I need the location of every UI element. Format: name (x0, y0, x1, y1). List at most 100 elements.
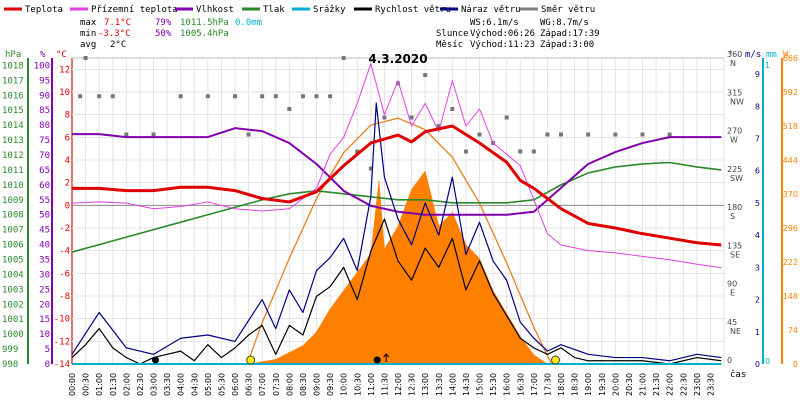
time-tick-label: 08:00 (285, 373, 294, 396)
pct-tick-label: 25 (39, 285, 50, 295)
legend-item-teplota: Teplota (4, 5, 63, 15)
c-tick-label: 4 (65, 156, 70, 166)
series-pressure (71, 161, 722, 253)
w-ticks: 0 74 148 222 296 370 444 518 592 666 (783, 54, 798, 369)
stats-max-temp: 7.1°C (104, 18, 131, 28)
info-wg: WG:8.7m/s (540, 18, 589, 28)
mm-ticks: 01 (765, 61, 770, 366)
time-tick-label: 00:00 (68, 373, 77, 396)
pct-ticks: 0 5 10 15 20 25 30 35 40 45 50 55 60 65 70 75 80 85 90 95 10… (34, 61, 50, 370)
legend-label-naraz-vetru: Náraz větru (461, 5, 521, 15)
time-tick-label: 03:30 (163, 373, 172, 396)
wind-direction-point (287, 107, 292, 111)
wind-direction-point (518, 149, 523, 154)
stats-avg-temp: 2°C (110, 40, 126, 50)
moonset-marker (152, 356, 159, 364)
series-ground-temperature (71, 63, 722, 269)
unit-mm: mm (766, 50, 777, 60)
legend-item-vlhkost: Vlhkost (175, 5, 234, 15)
w-tick-label: 296 (783, 224, 798, 233)
series-humidity (72, 127, 722, 216)
stats-max-rain: 0.0mm (235, 18, 262, 28)
w-tick-label: 592 (783, 88, 798, 97)
hpa-tick-label: 1006 (2, 241, 24, 251)
c-tick-label: 2 (65, 179, 70, 189)
hpa-tick-label: 1004 (2, 270, 24, 280)
dir-tick-compass-label: SE (730, 250, 740, 259)
c-tick-label: -14 (54, 360, 70, 370)
time-tick-label: 01:00 (95, 373, 104, 396)
w-tick-label: 518 (783, 122, 798, 131)
info-moon-rise: Východ:11:23 (470, 40, 535, 50)
time-tick-label: 06:00 (231, 373, 240, 396)
dir-tick-compass-label: NW (730, 97, 744, 106)
hpa-tick-label: 1017 (2, 76, 24, 86)
time-tick-label: 04:00 (177, 373, 186, 396)
time-tick-label: 19:30 (598, 373, 607, 396)
pct-tick-label: 15 (39, 315, 50, 325)
dir-tick-label: 135 (727, 241, 742, 250)
series-solar-radiation (248, 170, 549, 365)
series-layer (71, 56, 722, 365)
time-tick-label: 18:00 (557, 373, 566, 396)
time-tick-label: 02:30 (136, 373, 145, 396)
pct-tick-label: 80 (39, 121, 50, 131)
wind-direction-point (178, 94, 183, 99)
unit-time: čas (730, 369, 746, 380)
dir-tick-label: 270 (727, 127, 742, 136)
w-tick-label: 370 (783, 190, 798, 199)
pct-tick-label: 5 (45, 345, 50, 355)
hpa-tick-label: 999 (2, 345, 18, 355)
c-ticks: -14 -12 -10 -8 -6 -4 -2 0 2 4 6 8 10 12 (54, 65, 70, 370)
time-tick-label: 20:30 (625, 373, 634, 396)
c-tick-label: -8 (59, 292, 70, 302)
legend-label-prizemni-teplota: Přízemní teplota (91, 5, 178, 15)
legend-label-smer-vetru: Směr větru (541, 5, 595, 15)
pct-tick-label: 55 (39, 196, 50, 206)
hpa-tick-label: 1018 (2, 61, 24, 71)
hpa-tick-label: 1003 (2, 285, 24, 295)
hpa-tick-label: 1007 (2, 226, 24, 236)
c-tick-label: -10 (54, 315, 70, 325)
wind-direction-point (205, 94, 210, 99)
w-tick-label: 148 (783, 292, 798, 301)
wind-direction-point (341, 56, 346, 60)
info-moon: Měsíc (436, 40, 463, 50)
hpa-tick-label: 1014 (2, 121, 24, 131)
legend-label-tlak: Tlak (263, 5, 285, 15)
pct-tick-label: 85 (39, 106, 50, 116)
legend-item-prizemni-teplota: Přízemní teplota (70, 5, 178, 15)
wind-direction-point (260, 94, 265, 99)
hpa-tick-label: 1001 (2, 315, 24, 325)
sunrise-marker (246, 355, 256, 365)
c-tick-label: 6 (65, 133, 70, 143)
info-ws: WS:6.1m/s (470, 18, 519, 28)
stats-max-label: max (80, 18, 97, 28)
legend-item-tlak: Tlak (242, 5, 285, 15)
legend-item-srazky: Srážky (292, 5, 346, 15)
time-tick-label: 14:00 (448, 373, 457, 396)
time-tick-label: 23:00 (693, 373, 702, 396)
ms-tick-label: 8 (755, 102, 760, 111)
time-tick-label: 10:30 (353, 373, 362, 396)
wind-direction-point (355, 149, 360, 154)
series-wind-speed (71, 218, 722, 365)
series-temperature (72, 124, 722, 247)
pct-tick-label: 70 (39, 151, 50, 161)
pct-tick-label: 100 (34, 61, 50, 71)
dir-tick-compass-label: SW (730, 174, 743, 183)
legend-label-srazky: Srážky (313, 5, 346, 15)
pct-tick-label: 40 (39, 241, 50, 251)
time-tick-label: 12:00 (394, 373, 403, 396)
pct-tick-label: 50 (39, 211, 50, 221)
wind-direction-point (640, 132, 645, 137)
c-tick-label: 10 (59, 88, 70, 98)
time-tick-label: 10:00 (340, 373, 349, 396)
time-tick-label: 22:30 (679, 373, 688, 396)
dir-tick-label: 225 (727, 165, 742, 174)
wind-direction-point (545, 132, 550, 137)
wind-direction-point (436, 124, 441, 128)
unit-headers: hPa % °C ° m/s mm W čas (5, 50, 789, 380)
series-wind-gust (71, 102, 722, 362)
stats-min-hum: 50% (155, 29, 172, 39)
